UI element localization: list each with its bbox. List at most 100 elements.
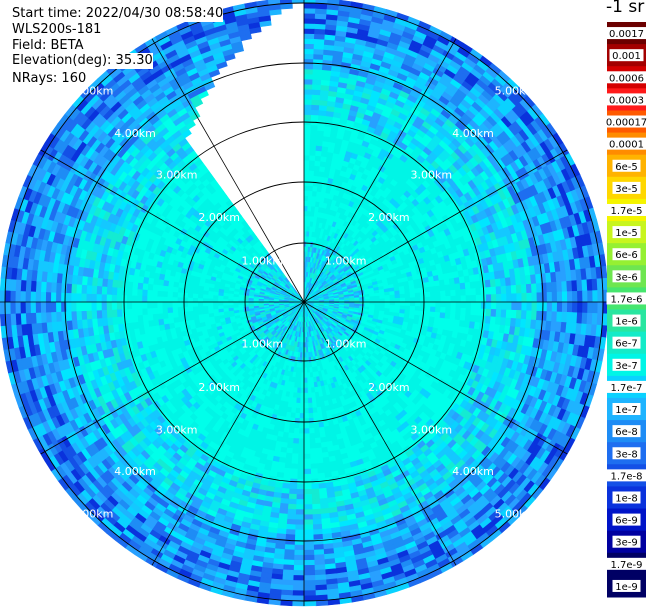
beta-cell — [298, 433, 305, 440]
beta-cell — [309, 139, 318, 146]
beta-cell — [592, 290, 599, 303]
beta-cell — [418, 282, 426, 289]
beta-cell — [285, 447, 293, 454]
beta-cell — [582, 301, 589, 314]
beta-cell — [572, 290, 578, 303]
beta-cell — [445, 295, 452, 303]
beta-cell — [440, 296, 447, 303]
beta-cell — [449, 283, 456, 291]
beta-cell — [490, 309, 497, 318]
beta-cell — [455, 307, 462, 315]
beta-cell — [303, 453, 311, 460]
beta-cell — [315, 150, 323, 157]
beta-cell — [293, 544, 305, 551]
beta-cell — [435, 296, 442, 303]
beta-cell — [587, 290, 594, 303]
beta-cell — [289, 473, 298, 480]
beta-cell — [303, 169, 310, 176]
beta-cell — [501, 293, 507, 303]
beta-cell — [311, 104, 320, 111]
beta-cell — [556, 281, 563, 293]
beta-cell — [303, 524, 314, 531]
beta-cell — [314, 165, 321, 172]
beta-cell — [287, 503, 297, 510]
beta-cell — [303, 83, 313, 90]
beta-cell — [303, 402, 309, 409]
beta-cell — [546, 301, 553, 313]
beta-cell — [312, 528, 323, 536]
beta-cell — [312, 417, 319, 424]
beta-cell — [500, 285, 507, 295]
beta-cell — [419, 292, 426, 298]
beta-cell — [303, 164, 310, 171]
beta-cell — [460, 307, 467, 316]
beta-cell — [299, 413, 305, 419]
beta-cell — [299, 408, 305, 414]
beta-cell — [404, 301, 411, 307]
beta-cell — [597, 289, 604, 303]
beta-cell — [303, 48, 315, 55]
beta-cell — [303, 190, 309, 196]
beta-cell — [303, 7, 316, 14]
beta-cell — [577, 301, 583, 314]
beta-cell — [309, 453, 317, 460]
beta-cell — [303, 600, 317, 607]
beta-cell — [295, 499, 305, 505]
beta-cell — [303, 458, 311, 465]
beta-cell — [521, 292, 528, 303]
beta-cell — [303, 463, 311, 470]
beta-cell — [424, 291, 431, 298]
beta-cell — [521, 301, 528, 312]
beta-cell — [379, 301, 386, 306]
beta-cell — [379, 298, 386, 303]
beta-cell — [284, 534, 296, 541]
beta-cell — [292, 590, 305, 597]
beta-cell — [303, 88, 313, 95]
beta-cell — [495, 286, 502, 295]
beta-cell — [288, 488, 297, 495]
beta-cell — [308, 412, 314, 419]
beta-cell — [314, 23, 327, 30]
beta-cell — [292, 585, 305, 592]
beta-cell — [475, 301, 482, 310]
beta-cell — [475, 308, 482, 317]
beta-cell — [303, 38, 315, 45]
beta-cell — [303, 195, 309, 202]
beta-cell — [439, 312, 446, 320]
beta-cell — [561, 301, 568, 313]
beta-cell — [435, 306, 442, 314]
beta-cell — [536, 282, 543, 294]
beta-cell — [303, 12, 316, 19]
beta-cell — [414, 287, 421, 294]
beta-cell — [293, 559, 305, 566]
beta-cell — [313, 43, 325, 50]
beta-cell — [303, 468, 312, 475]
beta-cell — [419, 306, 426, 312]
beta-cell — [460, 295, 467, 303]
beta-cell — [303, 68, 314, 75]
beta-cell — [300, 387, 305, 394]
beta-cell — [309, 149, 317, 156]
beta-cell — [511, 293, 518, 303]
beta-cell — [516, 293, 523, 303]
beta-cell — [303, 499, 313, 505]
beta-cell — [310, 124, 319, 131]
beta-cell — [399, 293, 406, 299]
beta-cell — [464, 282, 472, 290]
beta-cell — [455, 301, 462, 309]
beta-cell — [491, 294, 497, 303]
beta-cell — [292, 433, 300, 440]
beta-cell — [283, 554, 295, 561]
beta-cell — [435, 301, 442, 308]
beta-cell — [303, 134, 311, 141]
beta-cell — [399, 301, 406, 307]
beta-cell — [308, 175, 315, 182]
beta-cell — [561, 311, 568, 323]
beta-cell — [510, 284, 517, 295]
beta-cell — [303, 33, 315, 40]
beta-cell — [430, 296, 437, 303]
beta-cell — [303, 139, 311, 146]
beta-cell — [572, 301, 578, 314]
beta-cell — [313, 48, 325, 55]
beta-cell — [546, 291, 553, 303]
